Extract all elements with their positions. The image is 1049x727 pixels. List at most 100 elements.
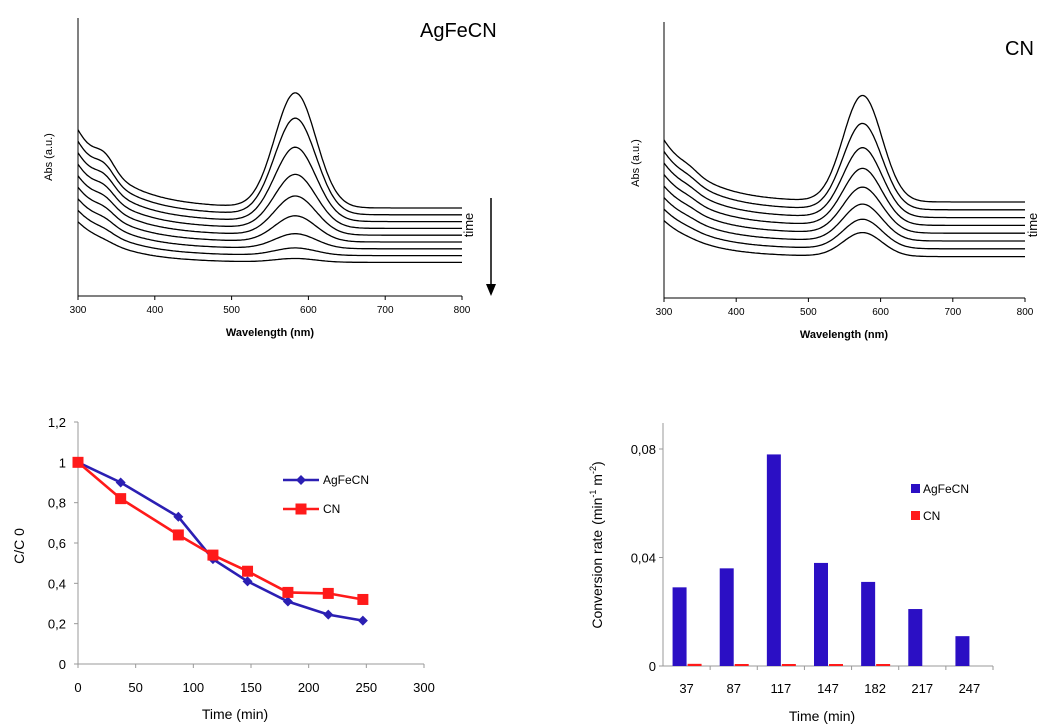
y-tick-label: 1 — [59, 455, 66, 470]
y-axis-label-sup2: -2 — [588, 466, 598, 474]
y-axis-label-sup1: -1 — [588, 490, 598, 498]
x-tick-label: 200 — [298, 680, 320, 695]
y-tick-label: 0,2 — [48, 617, 66, 632]
y-tick-label: 0,4 — [48, 576, 66, 591]
spectrum-line — [663, 94, 1025, 203]
spectrum-line — [77, 92, 462, 209]
legend-swatch — [911, 484, 920, 493]
chart-title: CN — [1005, 38, 1034, 60]
bar-agfecn — [672, 587, 687, 666]
data-point-agfecn — [323, 609, 334, 620]
data-point-cn — [322, 587, 334, 599]
x-tick-label: 500 — [223, 305, 240, 316]
data-point-cn — [282, 586, 294, 598]
bar-agfecn — [766, 454, 781, 666]
y-axis-label-unit: (min — [589, 498, 605, 525]
spectrum-line — [77, 175, 462, 236]
x-tick-label: 600 — [300, 305, 317, 316]
x-tick-label: 700 — [377, 305, 394, 316]
y-tick-label: 0,04 — [631, 551, 656, 566]
data-point-cn — [242, 565, 254, 577]
data-point-cn — [172, 529, 184, 541]
spectrum-line — [663, 185, 1025, 234]
spectra-agfecn-panel: 300 400 500 600 700 800 AgFeCN Wavelength (nm… — [43, 18, 497, 339]
y-tick-label: 0 — [649, 659, 656, 674]
data-point-cn — [115, 493, 127, 505]
spectrum-line — [77, 163, 462, 230]
x-tick-label: 37 — [679, 681, 693, 696]
x-tick-label: 100 — [182, 680, 204, 695]
x-tick-label: 400 — [728, 307, 745, 318]
legend-label: CN — [323, 502, 340, 516]
spectrum-line — [663, 167, 1025, 227]
spectrum-line — [77, 117, 462, 216]
y-axis-label-main: Conversion rate — [589, 530, 605, 629]
conversion-rate-panel: 0 0,04 0,08 37 87 117 147 182 217 247 AgFeCN CN Ti… — [588, 423, 994, 724]
data-point-agfecn — [173, 511, 184, 522]
bar-cn — [734, 664, 749, 666]
bar-agfecn — [861, 581, 876, 666]
y-tick-label: 1,2 — [48, 415, 66, 430]
legend-swatch — [911, 511, 920, 520]
y-axis-label-mid: m — [589, 474, 605, 490]
bar-agfecn — [814, 562, 828, 666]
x-tick-label: 117 — [770, 681, 791, 696]
bar-agfecn — [908, 609, 923, 666]
bar-agfecn — [955, 636, 970, 666]
x-tick-label: 247 — [959, 681, 981, 696]
spectrum-line — [77, 221, 462, 264]
x-axis-label: Wavelength (nm) — [800, 329, 889, 341]
legend-marker — [295, 503, 307, 515]
y-tick-label: 0 — [59, 657, 66, 672]
spectrum-line — [663, 197, 1025, 242]
time-annotation: time — [1025, 213, 1040, 238]
x-tick-label: 500 — [800, 307, 817, 318]
series-line-agfecn — [77, 461, 364, 622]
x-tick-label: 182 — [864, 681, 886, 696]
x-tick-label: 147 — [817, 681, 839, 696]
y-axis-label-close: ) — [589, 461, 605, 466]
y-axis-label: Abs (a.u.) — [43, 133, 55, 181]
x-tick-label: 50 — [128, 680, 142, 695]
legend-label: AgFeCN — [323, 473, 369, 487]
spectra-cn-panel: 300 400 500 600 700 800 CN Wavelength (nm) Ab… — [630, 22, 1040, 341]
data-point-cn — [72, 456, 84, 468]
y-tick-label: 0,8 — [48, 496, 66, 511]
legend-label: CN — [923, 509, 940, 523]
x-axis-label: Wavelength (nm) — [226, 327, 315, 339]
x-axis-label: Time (min) — [202, 706, 268, 722]
data-point-agfecn — [115, 477, 126, 488]
x-tick-label: 87 — [726, 681, 740, 696]
concentration-panel: 0 50 100 150 200 250 300 0 0,2 0,4 0,6 0,8 1 1,2 AgFe… — [11, 415, 435, 722]
spectrum-line — [77, 209, 462, 257]
time-annotation: time — [461, 213, 476, 238]
x-tick-label: 400 — [146, 305, 163, 316]
time-arrow-head — [486, 284, 496, 296]
x-tick-label: 217 — [911, 681, 933, 696]
spectrum-line — [663, 147, 1025, 219]
y-axis-label: C/C 0 — [11, 528, 27, 564]
y-axis-label: Abs (a.u.) — [630, 139, 642, 187]
data-point-cn — [207, 549, 219, 561]
data-point-agfecn — [282, 596, 293, 607]
data-point-agfecn — [242, 576, 253, 587]
series-line-cn — [77, 461, 364, 601]
legend-marker — [296, 475, 306, 485]
y-tick-label: 0,6 — [48, 536, 66, 551]
x-tick-label: 800 — [1017, 307, 1034, 318]
x-tick-label: 0 — [74, 680, 81, 695]
spectrum-line — [77, 198, 462, 250]
bar-agfecn — [719, 568, 734, 666]
spectrum-line — [77, 186, 462, 243]
x-tick-label: 300 — [413, 680, 435, 695]
spectrum-line — [663, 122, 1025, 211]
spectrum-line — [77, 146, 462, 223]
y-tick-label: 0,08 — [631, 442, 656, 457]
spectrum-line — [663, 208, 1025, 250]
legend-label: AgFeCN — [923, 482, 969, 496]
y-axis-label: Conversion rate (min-1 m-2) — [588, 461, 605, 628]
x-tick-label: 300 — [70, 305, 87, 316]
x-tick-label: 300 — [656, 307, 673, 318]
data-point-cn — [357, 593, 369, 605]
